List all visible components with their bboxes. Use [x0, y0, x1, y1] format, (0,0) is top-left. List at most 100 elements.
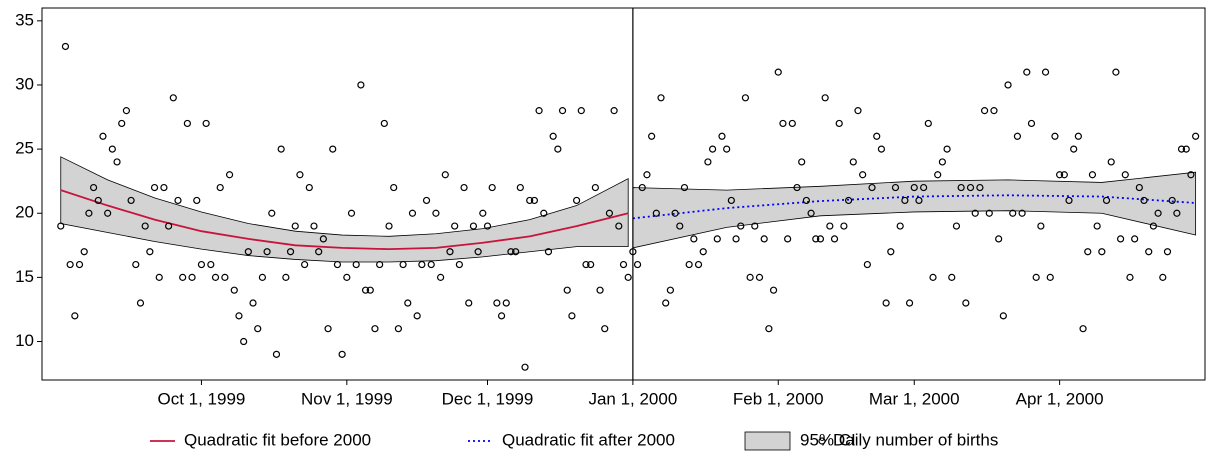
birth-point	[338, 350, 346, 358]
birth-point	[361, 286, 370, 294]
birth-point	[225, 171, 234, 179]
birth-point	[427, 260, 435, 269]
birth-point	[666, 286, 674, 294]
birth-point	[643, 171, 651, 179]
birth-point	[619, 260, 628, 269]
birth-point	[985, 209, 993, 217]
birth-point	[601, 325, 609, 333]
birth-point	[150, 183, 159, 192]
birth-point	[671, 209, 679, 217]
birth-point	[1074, 132, 1082, 140]
birth-point	[136, 299, 145, 307]
birth-point	[305, 183, 313, 192]
birth-point	[713, 235, 721, 243]
birth-point	[1187, 171, 1195, 179]
birth-point	[798, 158, 806, 166]
birth-point	[202, 119, 210, 128]
birth-point	[441, 171, 449, 179]
birth-point	[676, 222, 684, 230]
birth-point	[849, 158, 857, 166]
birth-point	[633, 260, 642, 269]
birth-point	[868, 183, 876, 192]
birth-point	[905, 299, 914, 307]
birth-point	[366, 286, 374, 294]
birth-point	[544, 248, 553, 256]
birth-point	[1131, 235, 1139, 243]
birth-point	[774, 68, 782, 76]
birth-point	[465, 299, 473, 307]
birth-point	[1159, 273, 1167, 281]
birth-point	[315, 248, 323, 256]
birth-point	[709, 145, 717, 153]
birth-point	[1037, 222, 1045, 230]
birth-point	[1163, 248, 1172, 256]
birth-point	[80, 248, 88, 256]
birth-point	[85, 209, 93, 217]
legend-label: Quadratic fit after 2000	[502, 430, 675, 449]
birth-point	[132, 260, 140, 269]
birth-point	[108, 145, 116, 153]
birth-point	[221, 273, 229, 281]
birth-point	[1168, 196, 1176, 205]
birth-point	[657, 94, 665, 102]
birth-point	[966, 183, 975, 192]
birth-point	[319, 235, 327, 243]
birth-point	[530, 196, 538, 205]
birth-point	[99, 132, 107, 140]
y-tick-label: 35	[15, 10, 34, 29]
birth-point	[512, 248, 520, 256]
birth-point	[943, 145, 951, 153]
birth-point	[380, 119, 388, 128]
birth-point	[230, 286, 238, 294]
birth-point	[1107, 158, 1115, 166]
birth-point	[211, 273, 220, 281]
birth-point	[399, 260, 407, 269]
birth-point	[1065, 196, 1073, 205]
birth-point	[896, 222, 904, 230]
birth-point	[1135, 183, 1143, 192]
birth-point	[141, 222, 149, 230]
legend-swatch	[744, 431, 791, 451]
birth-point	[784, 235, 792, 243]
y-tick-label: 20	[15, 203, 34, 222]
birth-point	[1126, 273, 1134, 281]
birth-point	[826, 222, 834, 230]
birth-point	[755, 273, 764, 281]
birth-point	[952, 222, 961, 230]
birth-point	[75, 260, 84, 269]
birth-point	[432, 209, 440, 217]
birth-point	[662, 299, 670, 307]
birth-point	[779, 119, 787, 128]
birth-point	[554, 145, 562, 153]
birth-point	[934, 171, 942, 179]
birth-point	[980, 107, 989, 115]
birth-point	[146, 248, 154, 256]
birth-point	[563, 286, 571, 294]
birth-point	[746, 273, 754, 281]
birth-point	[244, 248, 252, 256]
birth-point	[71, 312, 79, 320]
birth-point	[413, 312, 421, 320]
ci-band	[60, 156, 629, 263]
birth-point	[1009, 209, 1017, 217]
y-tick-label: 10	[15, 331, 34, 350]
birth-point	[723, 145, 731, 153]
birth-point	[1088, 171, 1097, 179]
birth-point	[329, 145, 337, 153]
birth-point	[286, 248, 295, 256]
birth-point	[1060, 171, 1068, 179]
birth-point	[877, 145, 886, 153]
birth-point	[596, 286, 604, 294]
birth-point	[694, 260, 703, 269]
birth-point	[948, 273, 956, 281]
x-tick-label: Jan 1, 2000	[588, 389, 677, 408]
birth-point	[502, 299, 510, 307]
birth-point	[385, 222, 393, 230]
birth-point	[254, 325, 262, 333]
birth-point	[587, 260, 595, 269]
birth-point	[995, 235, 1003, 243]
birth-point	[479, 209, 487, 217]
birth-point	[971, 209, 979, 217]
birth-point	[830, 235, 839, 243]
birth-point	[648, 132, 656, 140]
